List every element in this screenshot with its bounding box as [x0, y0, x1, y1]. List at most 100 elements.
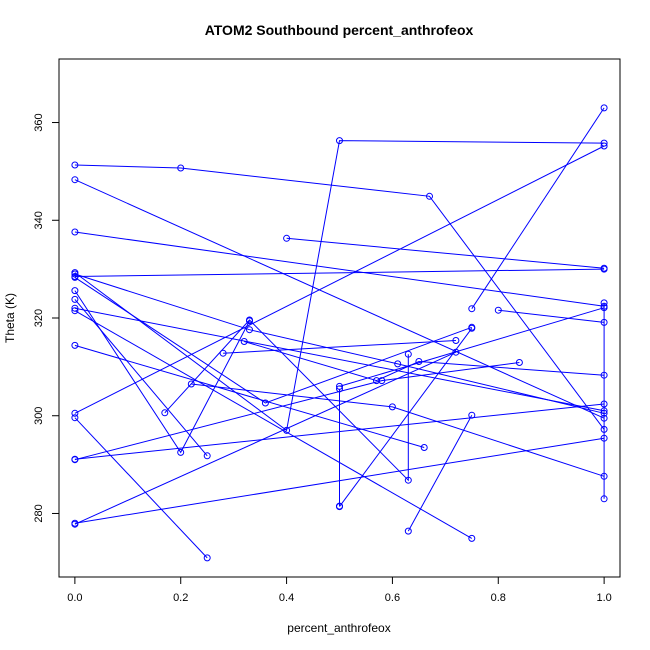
- data-point: [246, 316, 253, 324]
- data-point: [71, 270, 79, 278]
- data-point: [71, 228, 79, 236]
- data-point: [600, 371, 608, 379]
- data-point: [600, 495, 608, 503]
- data-point: [71, 161, 79, 169]
- y-tick-label: 300: [33, 407, 45, 425]
- series-7: [71, 307, 476, 542]
- data-point: [219, 349, 227, 357]
- series-28: [71, 400, 608, 463]
- data-point: [71, 176, 79, 184]
- series-19: [494, 306, 608, 326]
- series-line: [74, 310, 473, 539]
- x-tick-label: 0.2: [173, 592, 188, 604]
- series-line: [498, 309, 605, 323]
- series-line: [407, 414, 473, 532]
- data-point: [283, 234, 291, 242]
- data-point: [388, 403, 396, 411]
- data-point: [203, 452, 211, 460]
- series-line: [191, 383, 605, 477]
- series-line: [74, 417, 208, 559]
- x-tick-label: 0.0: [67, 592, 82, 604]
- data-point: [378, 377, 386, 385]
- data-point: [394, 360, 402, 368]
- x-tick-label: 0.8: [491, 592, 506, 604]
- data-point: [161, 409, 169, 417]
- data-point: [177, 448, 185, 456]
- series-10: [71, 414, 211, 562]
- y-tick-label: 280: [33, 504, 45, 522]
- series-26: [71, 265, 608, 280]
- x-tick-label: 0.6: [385, 592, 400, 604]
- x-axis-label: percent_anthrofeox: [287, 621, 390, 635]
- data-point: [404, 476, 412, 484]
- data-point: [404, 350, 412, 358]
- series-0: [71, 161, 608, 433]
- data-point: [600, 142, 608, 150]
- data-point: [177, 164, 185, 172]
- data-point: [415, 358, 423, 365]
- series-line: [74, 273, 605, 414]
- data-point: [203, 554, 211, 562]
- data-point: [600, 104, 608, 112]
- data-point: [600, 434, 608, 442]
- data-point: [452, 337, 460, 344]
- series-line: [74, 231, 605, 307]
- data-point: [373, 377, 380, 385]
- data-point: [600, 407, 608, 415]
- series-9: [71, 142, 608, 417]
- data-point: [187, 380, 195, 388]
- series-25: [71, 304, 608, 415]
- series-line: [74, 437, 605, 524]
- data-point: [515, 359, 523, 366]
- series-line: [74, 344, 425, 448]
- series-line: [74, 290, 250, 454]
- data-point: [71, 455, 79, 463]
- series-line: [74, 403, 605, 460]
- y-axis: 280 300 320 340 360: [33, 113, 60, 523]
- chart-title: ATOM2 Southbound percent_anthrofeox: [205, 22, 474, 38]
- series-line: [339, 307, 605, 387]
- series-line: [74, 164, 605, 430]
- series-line: [74, 179, 605, 419]
- series-line: [223, 340, 456, 354]
- series-22: [71, 270, 608, 417]
- series-line: [286, 237, 605, 269]
- data-point: [468, 324, 476, 332]
- y-axis-label: Theta (K): [3, 293, 17, 343]
- series-layer: [71, 104, 608, 562]
- data-point: [404, 527, 412, 535]
- data-point: [261, 399, 269, 407]
- series-line: [74, 268, 605, 277]
- data-point: [600, 400, 608, 408]
- data-point: [468, 534, 476, 542]
- series-27: [336, 385, 343, 510]
- data-point: [71, 295, 79, 303]
- series-line: [74, 351, 457, 525]
- data-point: [420, 444, 428, 451]
- series-6: [71, 295, 211, 460]
- data-point: [336, 137, 343, 145]
- data-point: [494, 306, 502, 314]
- data-point: [336, 502, 343, 510]
- x-tick-label: 1.0: [596, 592, 611, 604]
- data-point: [71, 519, 79, 527]
- data-point: [336, 385, 343, 393]
- data-point: [71, 341, 79, 349]
- series-line: [74, 140, 605, 432]
- data-point: [426, 192, 433, 200]
- data-point: [246, 326, 253, 334]
- data-point: [71, 307, 79, 315]
- series-line: [74, 307, 605, 412]
- series-line: [74, 362, 520, 461]
- series-18: [468, 104, 608, 313]
- data-point: [71, 287, 79, 295]
- data-point: [600, 299, 608, 307]
- data-point: [71, 273, 79, 280]
- y-tick-label: 320: [33, 309, 45, 327]
- series-8: [71, 341, 428, 451]
- y-tick-label: 340: [33, 211, 45, 229]
- y-tick-label: 360: [33, 113, 45, 131]
- data-point: [600, 265, 608, 273]
